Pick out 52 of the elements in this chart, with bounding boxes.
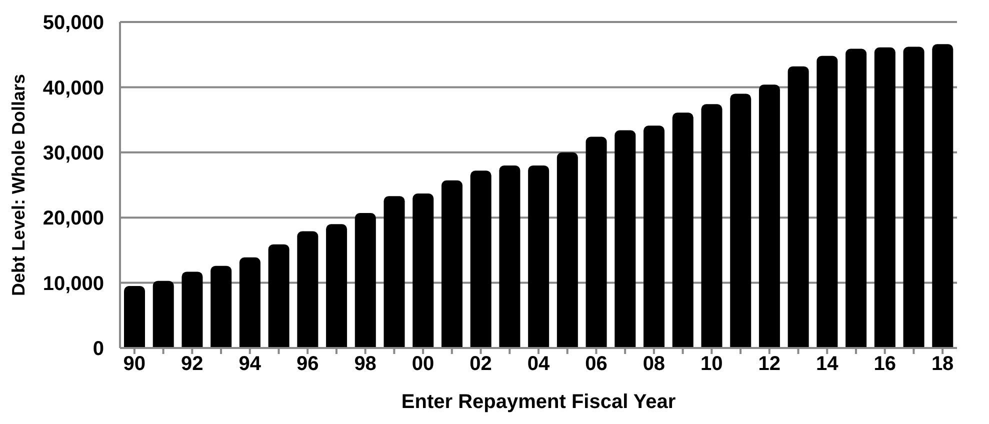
x-axis-title: Enter Repayment Fiscal Year — [401, 391, 676, 413]
x-tick-label: 96 — [296, 353, 319, 376]
x-tick-label: 04 — [527, 353, 550, 376]
bar — [182, 272, 203, 348]
bar — [816, 56, 838, 348]
x-tick-label: 16 — [874, 353, 896, 376]
bar — [672, 112, 694, 348]
x-tick-label: 06 — [585, 353, 608, 376]
x-tick-label: 08 — [642, 353, 666, 376]
x-tick-label: 10 — [700, 353, 723, 376]
bar — [556, 152, 578, 348]
bar — [297, 231, 318, 348]
bar — [788, 66, 809, 348]
x-tick-label: 14 — [816, 353, 840, 376]
bar — [644, 126, 665, 348]
bar — [239, 257, 260, 348]
bar — [846, 48, 867, 348]
y-tick-label: 20,000 — [42, 208, 104, 230]
x-tick-label: 02 — [470, 353, 492, 376]
bar — [441, 180, 462, 348]
bar — [932, 44, 954, 348]
bar — [499, 165, 520, 348]
x-tick-label: 98 — [354, 353, 376, 376]
bar — [701, 104, 722, 348]
bar — [586, 136, 607, 348]
x-tick-label: 90 — [123, 353, 146, 376]
y-tick-label: 40,000 — [42, 77, 104, 100]
x-tick-label: 12 — [758, 353, 781, 376]
bar — [470, 170, 492, 348]
bar — [326, 224, 348, 348]
x-tick-label: 00 — [412, 353, 434, 376]
x-tick-label: 94 — [238, 353, 262, 376]
bar — [124, 286, 145, 348]
bar — [210, 266, 232, 348]
x-tick-label: 92 — [181, 353, 204, 376]
bar — [354, 213, 376, 348]
bar — [528, 165, 550, 348]
y-axis-title: Debt Level: Whole Dollars — [8, 74, 28, 296]
y-tick-label: 0 — [92, 338, 104, 360]
bar — [758, 84, 780, 348]
bar — [903, 46, 924, 348]
bar — [412, 193, 434, 348]
y-tick-label: 30,000 — [42, 142, 104, 164]
y-tick-label: 10,000 — [42, 272, 104, 295]
bar — [268, 244, 290, 348]
y-tick-label: 50,000 — [42, 12, 104, 34]
bar — [384, 196, 405, 348]
bar — [874, 47, 896, 348]
x-tick-label: 18 — [931, 353, 954, 376]
bar — [614, 130, 636, 348]
bar — [152, 280, 174, 348]
bar — [730, 94, 752, 348]
